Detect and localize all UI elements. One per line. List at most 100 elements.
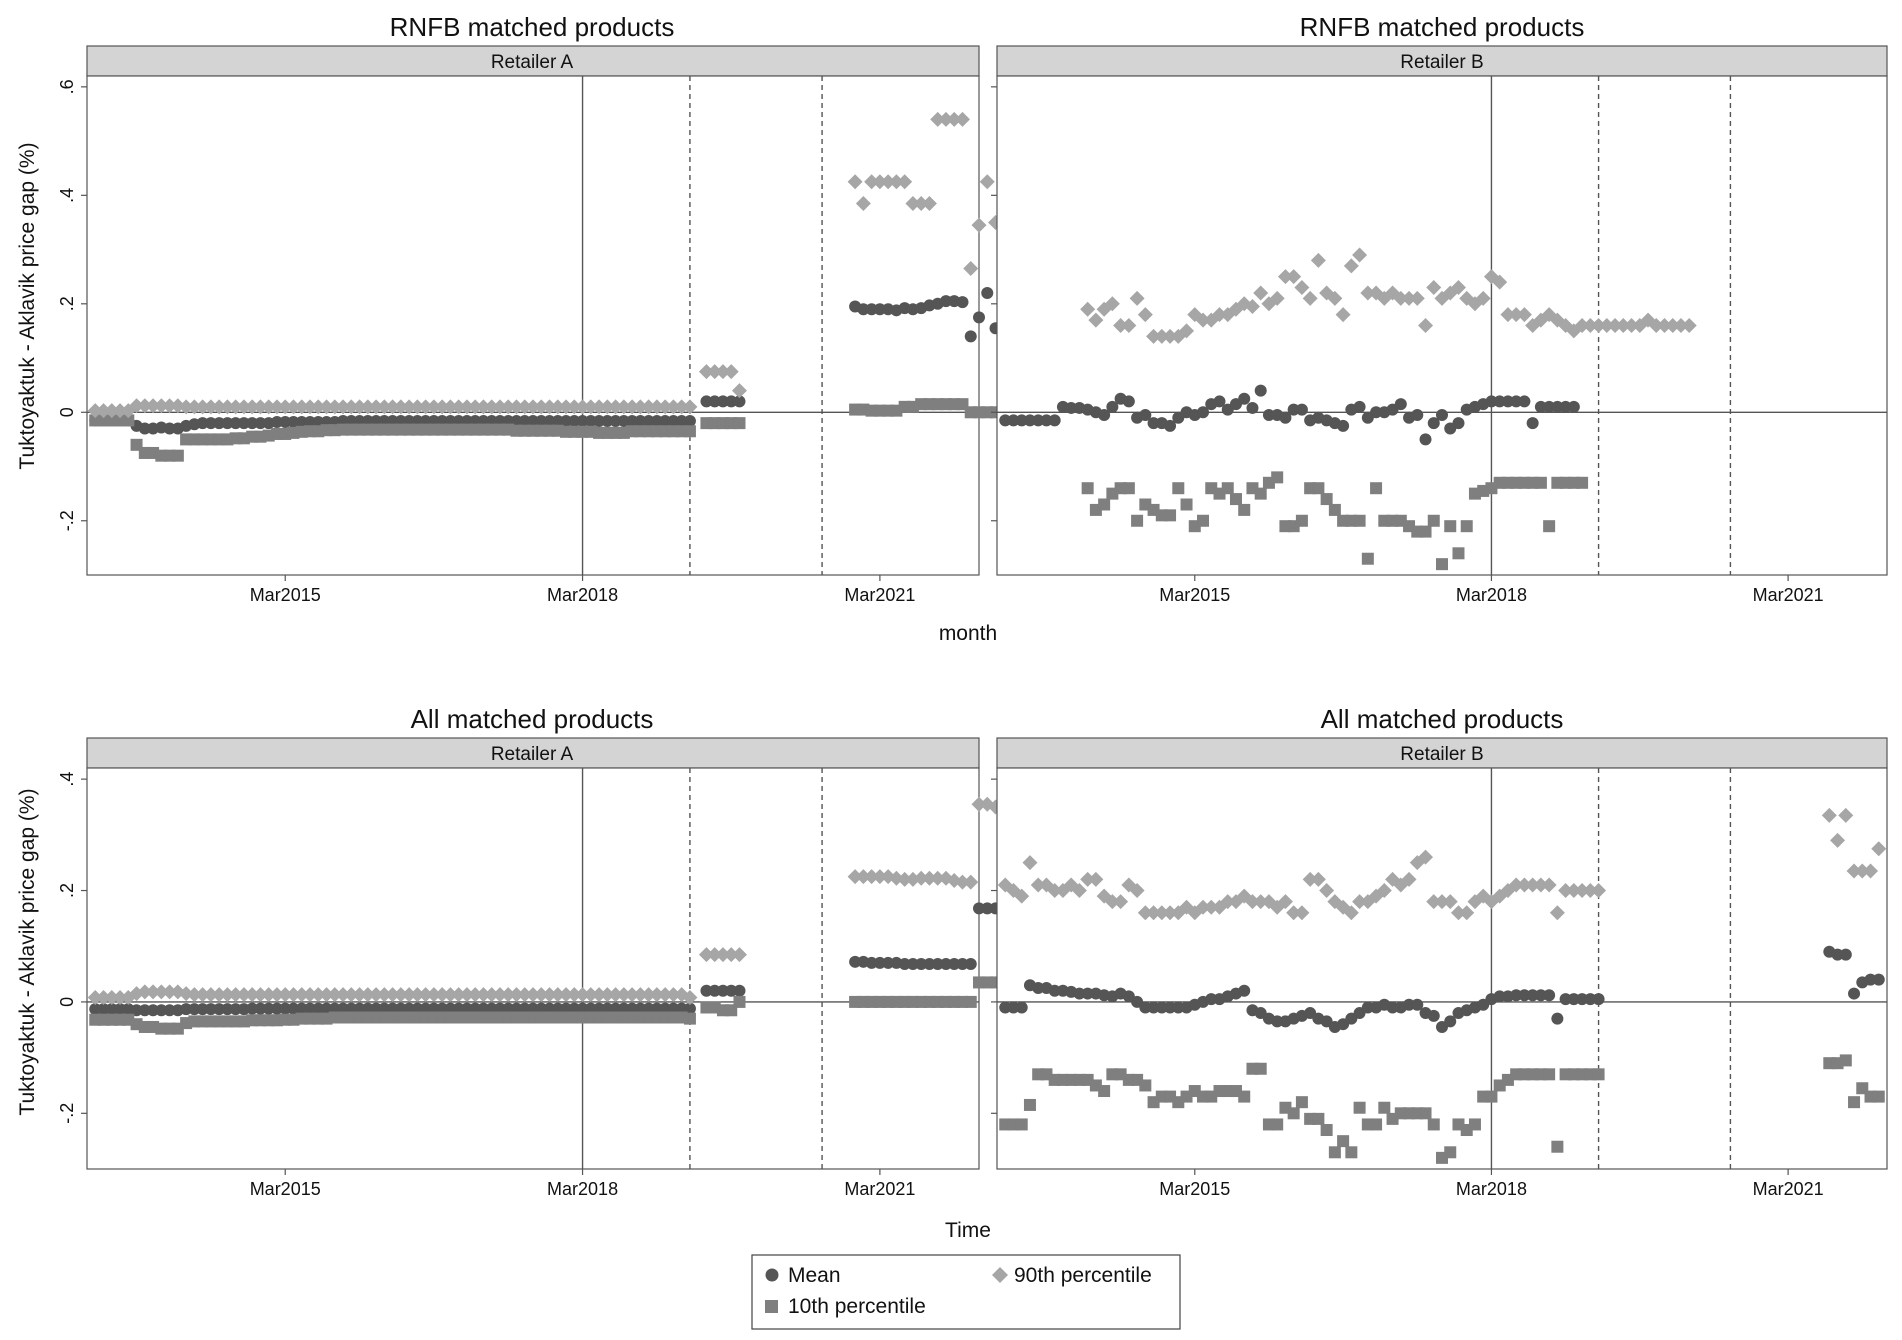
panel-all-retailer-a: All matched products Retailer A -.2 0 .2 .4…	[57, 704, 1028, 1199]
point-mean	[1147, 417, 1160, 430]
point-p90	[277, 399, 293, 415]
legend-marker-p90	[992, 1267, 1008, 1283]
point-p10	[1295, 514, 1308, 527]
point-p90	[409, 399, 425, 415]
point-mean	[708, 395, 721, 408]
point-p90	[641, 399, 657, 415]
point-p90	[864, 869, 880, 885]
point-p90	[649, 987, 665, 1003]
y-tick-label: .4	[57, 188, 77, 203]
point-mean	[527, 414, 539, 427]
point-p10	[1328, 503, 1341, 516]
point-p10	[1534, 476, 1547, 489]
panel-title: RNFB matched products	[390, 12, 675, 42]
point-p90	[500, 987, 516, 1003]
point-p90	[352, 399, 368, 415]
point-p90	[657, 399, 673, 415]
point-p90	[913, 870, 929, 886]
x-tick-label: Mar2018	[1456, 585, 1527, 605]
point-p90	[1673, 318, 1689, 333]
point-mean	[956, 958, 969, 971]
point-p10	[1271, 471, 1284, 484]
point-p90	[261, 399, 277, 415]
point-mean	[626, 414, 639, 427]
point-p90	[550, 399, 566, 415]
point-mean	[1295, 403, 1308, 416]
point-p10	[1361, 552, 1374, 565]
point-p90	[1253, 285, 1269, 301]
point-mean	[1155, 1001, 1168, 1014]
data-points	[87, 796, 1028, 1035]
point-mean	[1164, 419, 1177, 432]
point-p90	[294, 399, 310, 415]
point-mean	[1205, 993, 1218, 1006]
point-p10	[1131, 514, 1144, 527]
point-p90	[228, 399, 244, 415]
point-mean	[1015, 414, 1028, 427]
point-mean	[1287, 403, 1300, 416]
point-mean	[229, 417, 242, 430]
point-mean	[1246, 401, 1259, 414]
point-p90	[104, 989, 120, 1005]
point-mean	[1081, 987, 1094, 1000]
point-mean	[956, 296, 969, 309]
point-p90	[269, 987, 285, 1003]
point-p10	[1543, 1068, 1556, 1081]
point-mean	[221, 1003, 234, 1016]
point-p10	[1452, 547, 1465, 560]
point-mean	[898, 958, 911, 971]
point-mean	[312, 1002, 325, 1015]
point-mean	[1526, 417, 1539, 430]
point-mean	[155, 1004, 168, 1017]
point-mean	[196, 417, 209, 430]
point-mean	[716, 984, 729, 997]
point-mean	[865, 956, 878, 969]
point-mean	[1567, 400, 1580, 413]
point-p90	[467, 987, 483, 1003]
point-mean	[725, 395, 738, 408]
point-p90	[1418, 318, 1434, 333]
point-p90	[442, 399, 458, 415]
point-mean	[1436, 408, 1448, 421]
point-mean	[1279, 411, 1292, 424]
point-mean	[1065, 401, 1078, 414]
point-mean	[221, 417, 234, 430]
point-mean	[576, 414, 589, 427]
point-p90	[616, 399, 632, 415]
x-tick-label: Mar2021	[1753, 585, 1824, 605]
point-mean	[188, 1003, 201, 1016]
point-mean	[939, 958, 952, 971]
panel-rnfb-retailer-b: RNFB matched products Retailer B Mar2015…	[991, 12, 1888, 605]
point-p90	[1591, 318, 1607, 333]
panel-rnfb-retailer-a: RNFB matched products Retailer A -.2 0 .2.…	[57, 12, 1028, 605]
point-p90	[186, 399, 202, 415]
x-axis-ticks: Mar2015 Mar2018 Mar2021	[1159, 1169, 1824, 1199]
point-mean	[262, 1002, 275, 1015]
series-p90	[87, 796, 1028, 1005]
point-p90	[360, 399, 376, 415]
point-mean	[551, 414, 564, 427]
y-axis-title-bottom: Tuktoyaktuk - Aklavik price gap (%)	[16, 788, 39, 1115]
point-p90	[1648, 318, 1664, 333]
point-mean	[708, 984, 721, 997]
point-p90	[1352, 894, 1368, 910]
point-p90	[1450, 905, 1466, 921]
panel-title: All matched products	[411, 704, 654, 734]
point-p90	[1426, 894, 1442, 910]
point-p90	[319, 399, 335, 415]
point-p90	[525, 399, 541, 415]
point-mean	[1023, 414, 1036, 427]
series-p90	[1080, 247, 1697, 344]
point-p90	[1113, 318, 1129, 333]
point-mean	[1510, 989, 1523, 1002]
point-mean	[138, 1004, 151, 1017]
point-p90	[1624, 318, 1640, 333]
point-p10	[1353, 1101, 1366, 1114]
point-p10	[964, 995, 977, 1008]
y-tick-label: -.2	[57, 510, 77, 531]
point-mean	[964, 330, 977, 343]
point-p90	[1401, 290, 1417, 306]
point-mean	[1015, 1001, 1028, 1014]
point-p90	[492, 987, 508, 1003]
point-p90	[1591, 883, 1607, 899]
